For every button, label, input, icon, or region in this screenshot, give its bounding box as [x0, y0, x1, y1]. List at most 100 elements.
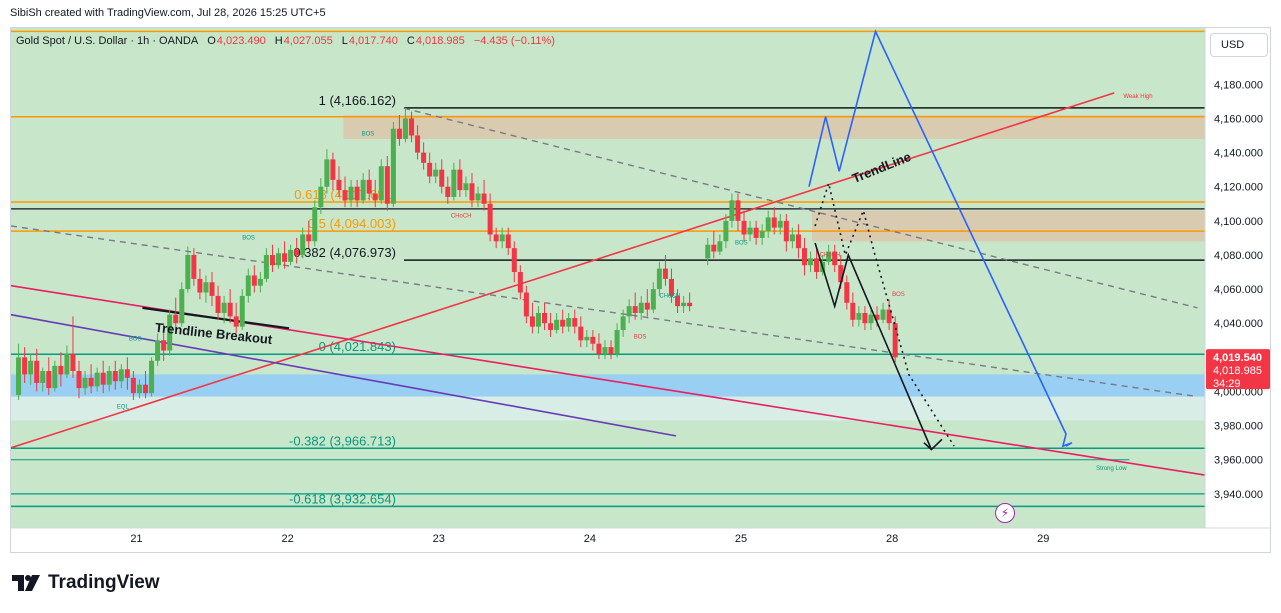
- y-tick-label: 3,960.000: [1214, 455, 1263, 467]
- candle-body: [608, 347, 614, 354]
- candle-body: [735, 200, 741, 221]
- candle-124: [777, 214, 783, 235]
- candle-97: [602, 340, 608, 360]
- y-tick-label: 4,000.000: [1214, 386, 1263, 398]
- candle-12: [88, 364, 94, 394]
- candle-14: [100, 360, 106, 394]
- candle-15: [106, 365, 112, 392]
- candle-85: [529, 302, 535, 334]
- candle-body: [463, 183, 469, 191]
- candle-40: [257, 272, 263, 293]
- candle-28: [185, 246, 191, 293]
- candle-body: [173, 314, 179, 324]
- candle-body: [118, 369, 124, 382]
- candle-43: [276, 248, 282, 269]
- candle-113: [711, 231, 717, 259]
- candle-body: [596, 343, 602, 354]
- candle-body: [245, 275, 251, 296]
- currency-button[interactable]: USD: [1210, 33, 1268, 57]
- candle-116: [729, 193, 735, 228]
- candle-body: [457, 169, 463, 191]
- candle-body: [801, 248, 807, 266]
- candle-body: [505, 234, 511, 249]
- candle-body: [626, 306, 632, 317]
- candle-body: [759, 231, 765, 238]
- red-trendline: [10, 92, 1115, 449]
- candle-58: [366, 169, 372, 201]
- y-tick-label: 4,080.000: [1214, 250, 1263, 262]
- candle-30: [197, 268, 203, 300]
- blue-projection: [808, 29, 1073, 448]
- chart-frame[interactable]: [10, 27, 1271, 553]
- candle-128: [801, 237, 807, 276]
- candle-132: [826, 244, 832, 266]
- candle-body: [227, 302, 233, 317]
- candle-78: [487, 193, 493, 242]
- candle-body: [64, 353, 70, 375]
- tradingview-logo[interactable]: TradingView: [12, 572, 160, 594]
- candle-34: [221, 295, 227, 324]
- candle-body: [34, 360, 40, 383]
- candle-body: [874, 314, 880, 320]
- candle-99: [614, 323, 620, 358]
- annotation: CHoCH: [820, 253, 841, 259]
- candle-body: [668, 278, 674, 296]
- candle-body: [554, 319, 560, 331]
- candle-body: [342, 190, 348, 201]
- x-tick-label: 23: [433, 533, 445, 545]
- y-tick-label: 3,980.000: [1214, 421, 1263, 433]
- purple-line: [10, 313, 677, 437]
- candle-body: [789, 234, 795, 242]
- annotation: BOS: [634, 335, 647, 341]
- close-label: C: [406, 35, 415, 47]
- candle-body: [529, 316, 535, 327]
- candle-98: [608, 340, 614, 360]
- candle-8: [64, 345, 70, 378]
- candle-64: [402, 108, 408, 143]
- candle-body: [209, 282, 215, 296]
- candle-112: [705, 237, 711, 266]
- candle-body: [687, 302, 693, 307]
- candle-body: [239, 295, 245, 327]
- candle-41: [263, 248, 269, 283]
- x-tick-label: 28: [886, 533, 898, 545]
- symbol-name: Gold Spot / U.S. Dollar · 1h · OANDA: [16, 35, 199, 47]
- candle-body: [826, 251, 832, 262]
- candle-body: [584, 336, 590, 341]
- candle-87: [542, 302, 548, 331]
- symbol-legend[interactable]: Gold Spot / U.S. Dollar · 1h · OANDA O4,…: [12, 34, 559, 48]
- candle-body: [523, 292, 529, 317]
- candle-body: [662, 268, 668, 279]
- y-tick-label: 4,100.000: [1214, 216, 1263, 228]
- high-label: H: [274, 35, 283, 47]
- candle-84: [523, 285, 529, 324]
- bolt-icon[interactable]: ⚡: [995, 503, 1015, 523]
- candle-body: [179, 289, 185, 324]
- candle-136: [850, 292, 856, 327]
- candle-100: [620, 309, 626, 337]
- candle-body: [269, 254, 275, 266]
- candle-46: [294, 237, 300, 264]
- candle-60: [378, 159, 384, 204]
- candle-body: [644, 302, 650, 310]
- candle-body: [88, 377, 94, 387]
- candle-body: [590, 336, 596, 344]
- zone-2: [11, 374, 1205, 397]
- x-tick-label: 25: [735, 533, 747, 545]
- fib-level-label: -0.382 (3,966.713): [289, 433, 396, 448]
- candle-108: [668, 268, 674, 303]
- low-value: 4,017.740: [348, 35, 398, 47]
- candle-130: [814, 248, 820, 279]
- candle-body: [396, 128, 402, 139]
- candle-body: [402, 118, 408, 139]
- price-tag-bg: [1206, 349, 1270, 390]
- candle-body: [880, 309, 886, 320]
- candle-body: [46, 371, 52, 389]
- candle-103: [638, 295, 644, 320]
- candle-body: [16, 357, 22, 395]
- candle-body: [602, 347, 608, 354]
- x-tick-label: 29: [1037, 533, 1049, 545]
- candle-body: [300, 234, 306, 255]
- annotation: Weak High: [1123, 94, 1152, 100]
